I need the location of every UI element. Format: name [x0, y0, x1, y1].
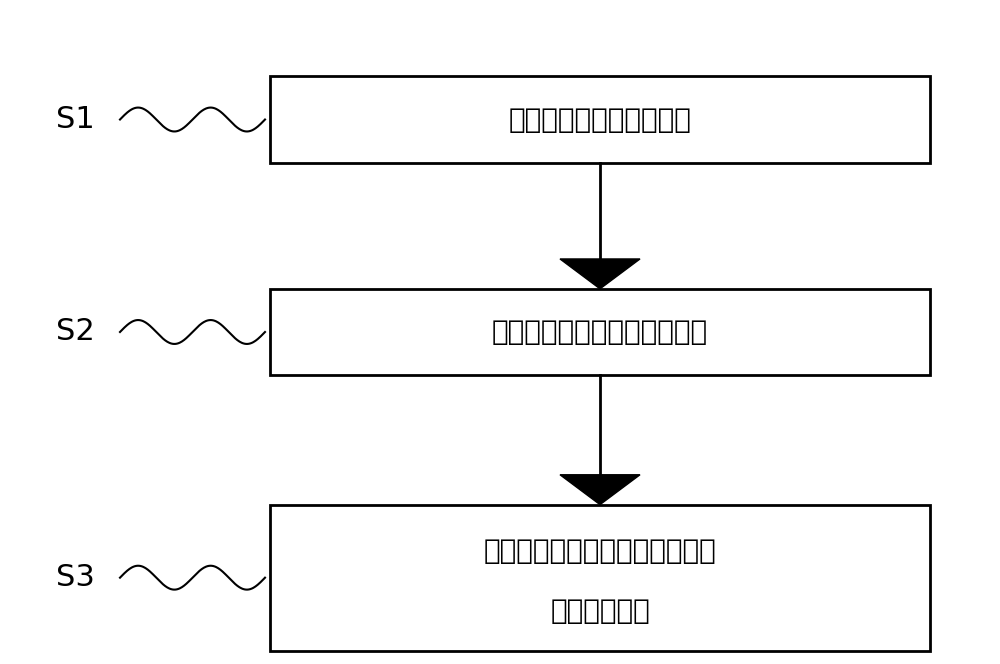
- Text: 通过锁存器维持高压回路状态: 通过锁存器维持高压回路状态: [492, 318, 708, 346]
- Polygon shape: [560, 259, 640, 289]
- Bar: [270, 76, 930, 163]
- Text: 通过预设定的控制策略使得车辆: 通过预设定的控制策略使得车辆: [484, 537, 716, 565]
- Polygon shape: [560, 475, 640, 505]
- Text: 检测获取到异常复位信号: 检测获取到异常复位信号: [509, 106, 691, 133]
- Text: S2: S2: [56, 317, 94, 347]
- Bar: [270, 505, 930, 651]
- Text: 进入安全状态: 进入安全状态: [550, 597, 650, 625]
- Text: S1: S1: [56, 105, 94, 134]
- Text: S3: S3: [56, 563, 94, 592]
- Bar: [270, 289, 930, 375]
